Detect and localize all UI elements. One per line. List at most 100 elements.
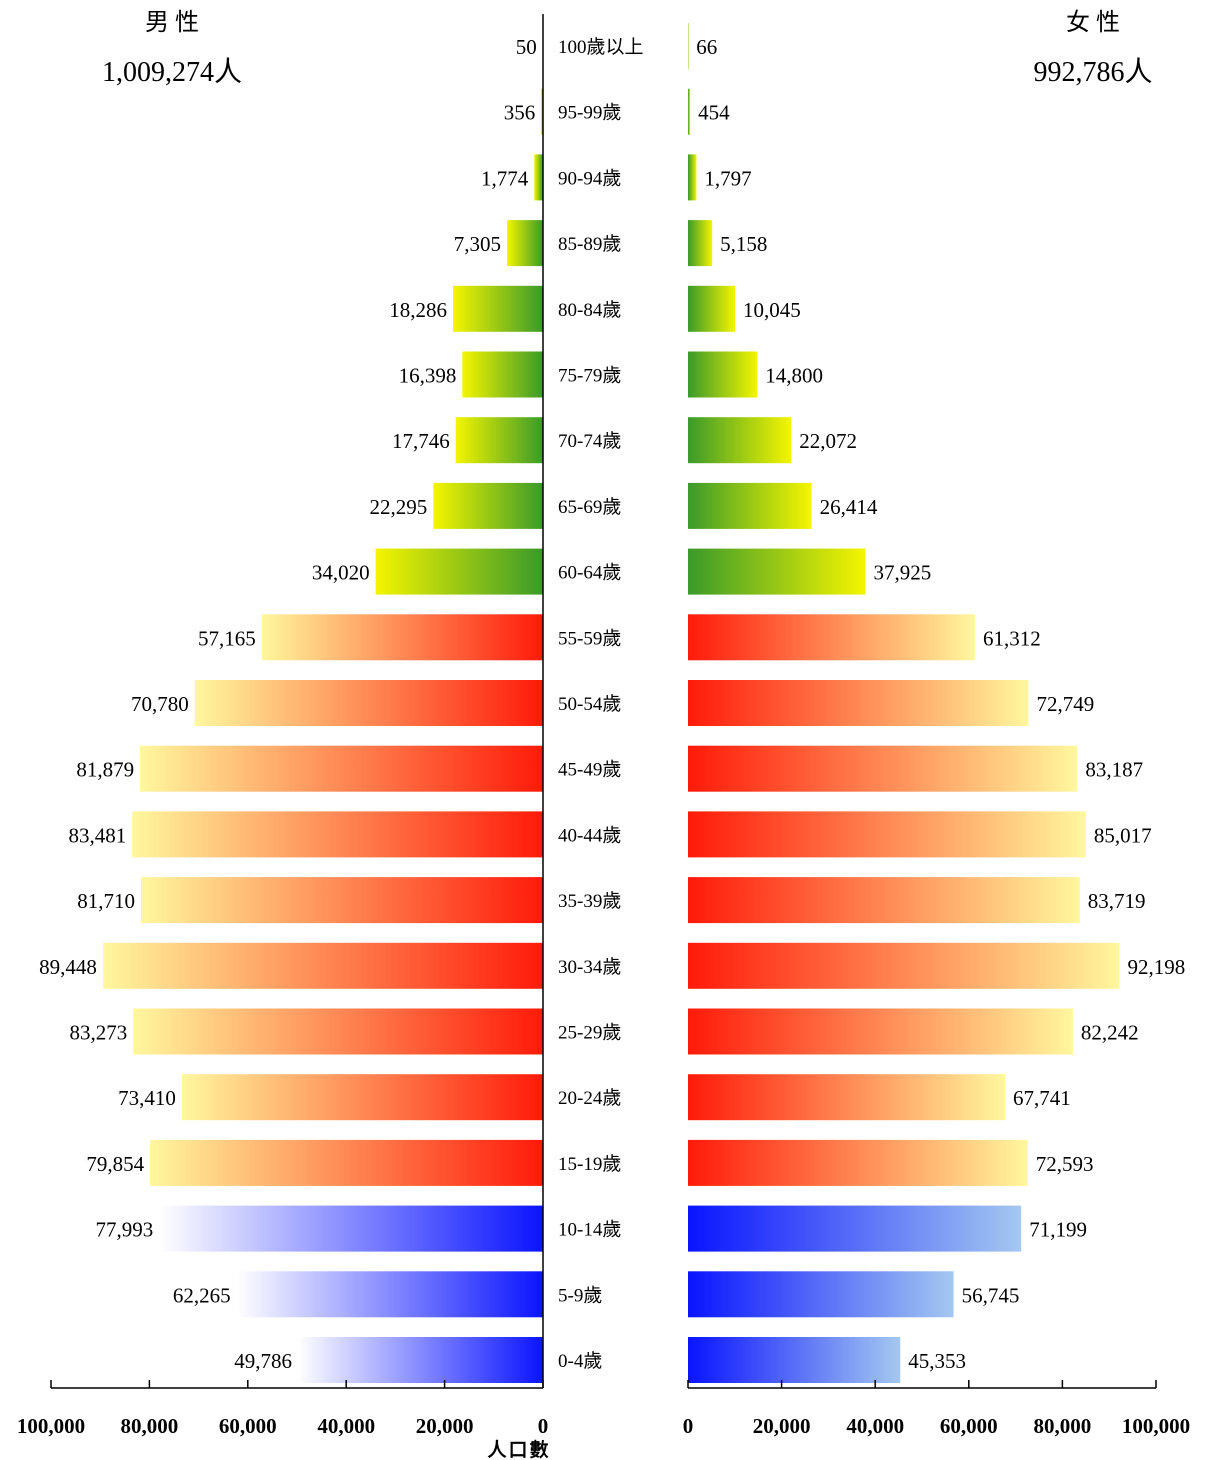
female-bar-r2 (688, 154, 697, 201)
male-bar-r20 (298, 1337, 543, 1383)
x-axis-title: 人口數 (487, 1439, 550, 1460)
bars-group (102, 23, 1120, 1383)
male-header: 男性 (145, 9, 205, 36)
male-value-label: 89,448 (39, 955, 97, 979)
female-bar-r6 (688, 417, 792, 464)
female-bar-r11 (688, 745, 1078, 792)
male-bar-r10 (194, 680, 544, 726)
female-bar-r10 (688, 680, 1029, 726)
male-bar-r17 (150, 1139, 543, 1186)
male-bar-r3 (507, 220, 543, 267)
male-bar-r7 (433, 482, 543, 529)
male-tick-label: 80,000 (121, 1414, 179, 1438)
age-group-label: 15-19歲 (558, 1153, 621, 1175)
female-bar-r7 (688, 482, 812, 529)
female-tick-label: 60,000 (940, 1414, 998, 1438)
age-group-label: 75-79歲 (558, 365, 621, 387)
age-group-label: 70-74歲 (558, 430, 621, 452)
male-tick-label: 100,000 (17, 1414, 85, 1438)
male-value-label: 7,305 (454, 232, 501, 256)
female-value-label: 454 (698, 101, 730, 125)
female-tick-label: 40,000 (846, 1414, 904, 1438)
female-bar-r0 (688, 23, 689, 69)
male-value-label: 50 (516, 35, 537, 59)
age-group-label: 90-94歲 (558, 167, 621, 189)
male-tick-label: 20,000 (416, 1414, 474, 1438)
female-value-label: 82,242 (1081, 1021, 1139, 1045)
age-group-label: 5-9歲 (558, 1284, 602, 1306)
female-bar-r15 (688, 1008, 1073, 1055)
female-bar-r20 (688, 1337, 901, 1383)
female-bar-r1 (688, 88, 691, 135)
male-bar-r12 (132, 811, 543, 858)
female-value-label: 26,414 (820, 495, 878, 519)
female-bar-r12 (688, 811, 1086, 858)
female-bar-r8 (688, 548, 866, 595)
male-value-label: 73,410 (118, 1086, 176, 1110)
age-group-label: 50-54歲 (558, 693, 621, 715)
male-value-label: 17,746 (392, 429, 450, 453)
age-group-label: 10-14歲 (558, 1219, 621, 1241)
age-group-label: 65-69歲 (558, 496, 621, 518)
female-value-label: 10,045 (743, 298, 801, 322)
male-value-label: 1,774 (481, 166, 529, 190)
male-bar-r16 (181, 1074, 543, 1121)
male-bar-r14 (102, 942, 544, 989)
female-value-label: 14,800 (765, 364, 823, 388)
male-bar-r8 (375, 548, 543, 595)
female-tick-label: 100,000 (1122, 1414, 1190, 1438)
male-value-label: 81,879 (76, 758, 134, 782)
female-value-label: 66 (696, 35, 717, 59)
axes-group: 0 0 20,000 20,000 40,000 40,000 60,000 60,000 80… (17, 14, 1190, 1438)
age-group-label: 20-24歲 (558, 1087, 621, 1109)
age-group-label: 55-59歲 (558, 627, 621, 649)
male-bar-r5 (462, 351, 543, 398)
age-group-label: 95-99歲 (558, 102, 621, 124)
female-bar-r13 (688, 877, 1080, 924)
male-tick-label: 0 (538, 1414, 549, 1438)
female-value-label: 1,797 (704, 166, 751, 190)
age-group-label: 80-84歲 (558, 299, 621, 321)
male-value-label: 83,273 (70, 1021, 128, 1045)
female-bar-r14 (688, 942, 1120, 989)
male-value-label: 16,398 (399, 364, 457, 388)
male-bar-r1 (541, 88, 543, 135)
female-value-label: 85,017 (1094, 823, 1152, 847)
male-tick-label: 60,000 (219, 1414, 277, 1438)
male-value-label: 18,286 (389, 298, 447, 322)
female-value-label: 56,745 (962, 1283, 1020, 1307)
male-value-label: 79,854 (86, 1152, 144, 1176)
female-value-label: 5,158 (720, 232, 767, 256)
female-value-label: 37,925 (873, 561, 931, 585)
male-value-label: 83,481 (69, 823, 127, 847)
age-group-label: 40-44歲 (558, 824, 621, 846)
age-group-label: 60-64歲 (558, 562, 621, 584)
male-bar-r15 (133, 1008, 543, 1055)
female-bar-r4 (688, 285, 736, 332)
age-group-label: 45-49歲 (558, 759, 621, 781)
female-bar-r19 (688, 1271, 954, 1318)
female-bar-r9 (688, 614, 975, 661)
female-value-label: 83,187 (1085, 758, 1143, 782)
male-bar-r6 (455, 417, 543, 464)
male-bar-r13 (140, 877, 543, 924)
female-bar-r16 (688, 1074, 1006, 1121)
age-group-label: 85-89歲 (558, 233, 621, 255)
male-bar-r2 (534, 154, 543, 201)
male-bar-r11 (140, 745, 543, 792)
age-group-label: 30-34歲 (558, 956, 621, 978)
male-value-label: 57,165 (198, 626, 256, 650)
age-group-label: 100歲以上 (558, 36, 644, 58)
female-total: 992,786人 (1033, 57, 1152, 88)
female-value-label: 67,741 (1013, 1086, 1071, 1110)
female-value-label: 72,593 (1036, 1152, 1094, 1176)
male-value-label: 77,993 (96, 1218, 154, 1242)
female-value-label: 61,312 (983, 626, 1041, 650)
female-value-label: 72,749 (1036, 692, 1094, 716)
age-group-label: 25-29歲 (558, 1022, 621, 1044)
female-value-label: 92,198 (1127, 955, 1185, 979)
age-group-label: 35-39歲 (558, 890, 621, 912)
female-bar-r3 (688, 220, 713, 267)
male-bar-r19 (236, 1271, 544, 1318)
